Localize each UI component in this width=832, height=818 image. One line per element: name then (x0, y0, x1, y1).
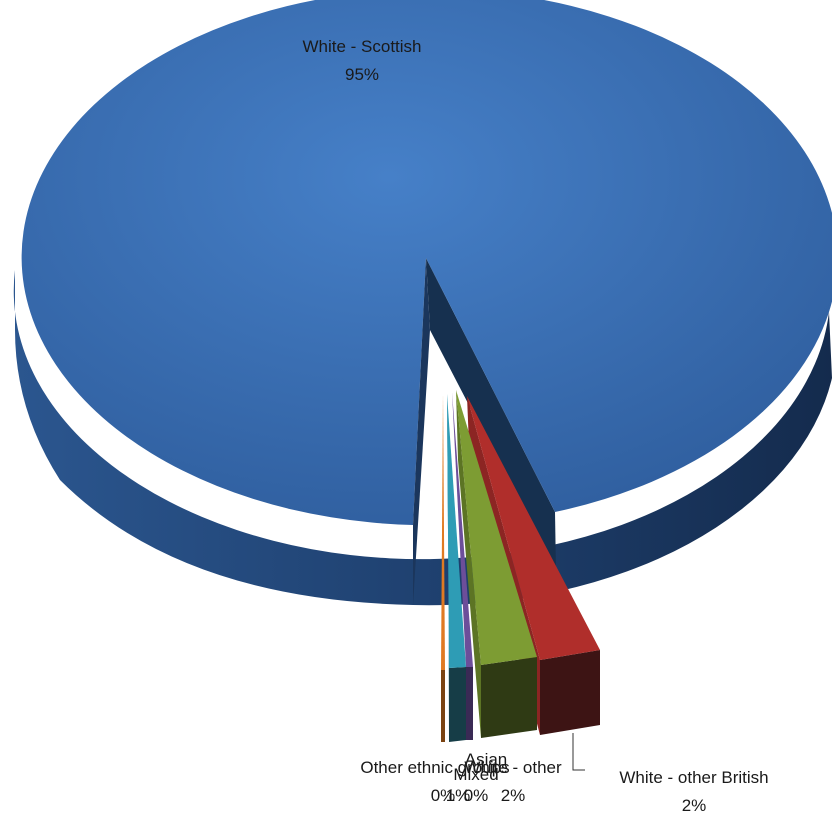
slice-white-scottish-inner-wall (426, 258, 556, 573)
label-white-scottish: White - Scottish (302, 37, 421, 56)
slice-white-other (456, 390, 537, 738)
value-other-ethnic-groups: 0% (431, 786, 456, 805)
label-asian: Asian (465, 750, 508, 769)
value-white-other: 2% (501, 786, 526, 805)
label-mixed: Mixed (453, 765, 498, 784)
slice-other-ethnic-groups (441, 394, 445, 742)
value-asian: 1% (446, 786, 471, 805)
slice-white-scottish-front-face (413, 258, 430, 605)
value-mixed: 0% (464, 786, 489, 805)
label-white-other-british: White - other British (619, 768, 768, 787)
slice-asian (447, 394, 466, 742)
slice-white-scottish (13, 0, 832, 606)
value-white-other-british: 2% (682, 796, 707, 815)
label-other-ethnic-groups: Other ethnic groups (360, 758, 509, 777)
leader-line-white-other-british (572, 733, 585, 771)
value-white-scottish: 95% (345, 65, 379, 84)
slice-mixed (452, 392, 473, 740)
label-white-other: White - other (464, 758, 562, 777)
slice-white-scottish-top (21, 0, 832, 525)
